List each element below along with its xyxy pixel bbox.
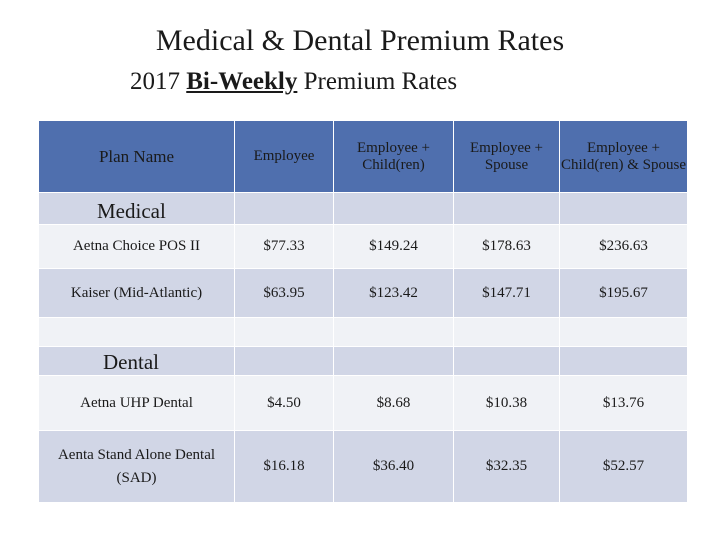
- header-employee-family: Employee + Child(ren) & Spouse: [559, 120, 688, 193]
- header-row: Plan Name Employee Employee + Child(ren)…: [38, 120, 688, 193]
- table-row: Aetna Choice POS II $77.33 $149.24 $178.…: [38, 224, 688, 269]
- rate-employee: $16.18: [234, 430, 334, 503]
- rate-employee: $77.33: [234, 224, 334, 269]
- page-subtitle: 2017 Bi-Weekly Premium Rates: [130, 68, 457, 96]
- rate-employee-spouse: $178.63: [453, 224, 560, 269]
- plan-name-cell: Aenta Stand Alone Dental (SAD): [38, 430, 235, 503]
- subtitle-emphasis: Bi-Weekly: [186, 68, 298, 95]
- rate-employee-spouse: $147.71: [453, 268, 560, 318]
- section-row-dental: Dental: [38, 346, 688, 376]
- rate-employee-family: $195.67: [559, 268, 688, 318]
- rate-employee-spouse: $10.38: [453, 375, 560, 431]
- plan-name-cell: Aetna Choice POS II: [38, 224, 235, 269]
- plan-name-cell: Kaiser (Mid-Atlantic): [38, 268, 235, 318]
- rate-employee-children: $123.42: [333, 268, 454, 318]
- table-row: Aetna UHP Dental $4.50 $8.68 $10.38 $13.…: [38, 375, 688, 431]
- header-plan-name: Plan Name: [38, 120, 235, 193]
- spacer-row: [38, 317, 688, 347]
- rate-employee: $63.95: [234, 268, 334, 318]
- page-title: Medical & Dental Premium Rates: [155, 24, 565, 57]
- table-row: Kaiser (Mid-Atlantic) $63.95 $123.42 $14…: [38, 268, 688, 318]
- section-label-medical: Medical: [38, 192, 235, 225]
- plan-name-cell: Aetna UHP Dental: [38, 375, 235, 431]
- rate-employee-children: $36.40: [333, 430, 454, 503]
- rate-employee-family: $13.76: [559, 375, 688, 431]
- subtitle-suffix: Premium Rates: [297, 68, 458, 95]
- rate-employee-family: $52.57: [559, 430, 688, 503]
- premium-rates-table: Plan Name Employee Employee + Child(ren)…: [38, 120, 688, 503]
- subtitle-prefix: 2017: [130, 68, 187, 95]
- header-employee-spouse: Employee + Spouse: [453, 120, 560, 193]
- section-label-dental: Dental: [38, 346, 235, 376]
- header-employee: Employee: [234, 120, 334, 193]
- section-row-medical: Medical: [38, 192, 688, 225]
- header-employee-children: Employee + Child(ren): [333, 120, 454, 193]
- rate-employee: $4.50: [234, 375, 334, 431]
- table-row: Aenta Stand Alone Dental (SAD) $16.18 $3…: [38, 430, 688, 503]
- rate-employee-family: $236.63: [559, 224, 688, 269]
- rate-employee-spouse: $32.35: [453, 430, 560, 503]
- rate-employee-children: $149.24: [333, 224, 454, 269]
- rate-employee-children: $8.68: [333, 375, 454, 431]
